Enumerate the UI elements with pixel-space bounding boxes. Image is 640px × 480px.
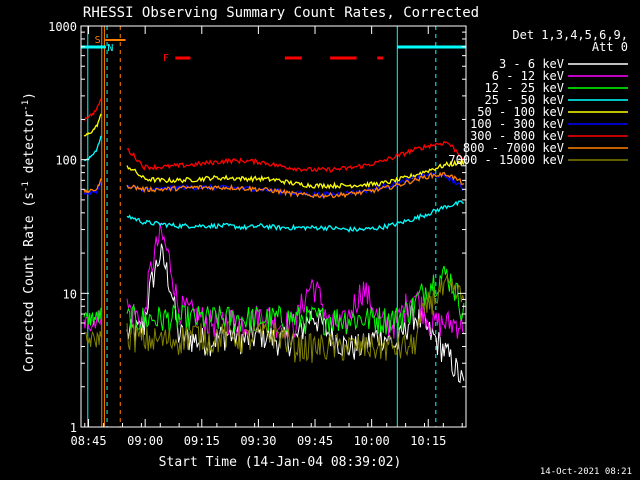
series-line [126,171,465,198]
legend-entry-label: 300 - 800 keV [470,129,564,143]
x-tick-label: 10:00 [354,434,390,448]
legend-entry-label: 6 - 12 keV [492,69,564,83]
y-tick-label: 1000 [48,20,77,34]
y-tick-label: 10 [63,287,77,301]
plot-frame [80,25,467,428]
x-tick-label: 10:15 [410,434,446,448]
x-tick-label: 09:45 [297,434,333,448]
x-tick-label: 09:15 [184,434,220,448]
legend-entry-label: 7000 - 15000 keV [448,153,564,167]
y-axis: 1 10 100 1000 [48,20,466,435]
series-line-pre [83,307,102,326]
footer-timestamp: 14-Oct-2021 08:21 [540,467,632,477]
legend-entry-label: 100 - 300 keV [470,117,564,131]
series-line [126,171,465,200]
x-axis-label: Start Time (14-Jan-04 08:39:02) [159,455,402,470]
legend-entry-label: 800 - 7000 keV [463,141,564,155]
series-line [126,200,465,234]
x-axis: 08:45 09:00 09:15 09:30 09:45 10:00 10:15 [70,26,463,448]
legend-entry-label: 25 - 50 keV [485,93,564,107]
y-tick-label: 100 [55,154,77,168]
flag-label-s: S [95,35,101,46]
legend-header-line-2: Att 0 [592,40,628,54]
x-tick-label: 09:00 [127,434,163,448]
series-line-pre [83,178,102,194]
flag-label-f: F [163,53,169,64]
series-line-pre [83,180,102,196]
legend-header-line-1: Det 1,3,4,5,6,9, [512,28,628,42]
series-line [126,140,465,173]
x-tick-label: 08:45 [70,434,106,448]
series-line-pre [83,113,102,137]
y-axis-label: Corrected Count Rate (s-1 detector-1) [21,92,37,372]
plot-area: SN F [81,26,466,427]
series-line [126,265,465,336]
legend-entry-label: 50 - 100 keV [477,105,564,119]
series-line-pre [84,98,102,121]
series-line [126,159,465,190]
x-tick-label: 09:30 [240,434,276,448]
series-line [126,274,465,363]
chart-title: RHESSI Observing Summary Count Rates, Co… [83,5,479,21]
series-line-pre [83,135,102,162]
flag-label-n: N [107,43,113,54]
series-line-pre [83,330,102,348]
legend-entry-label: 3 - 6 keV [499,57,564,71]
legend-entry-label: 12 - 25 keV [485,81,564,95]
y-tick-label: 1 [70,421,77,435]
